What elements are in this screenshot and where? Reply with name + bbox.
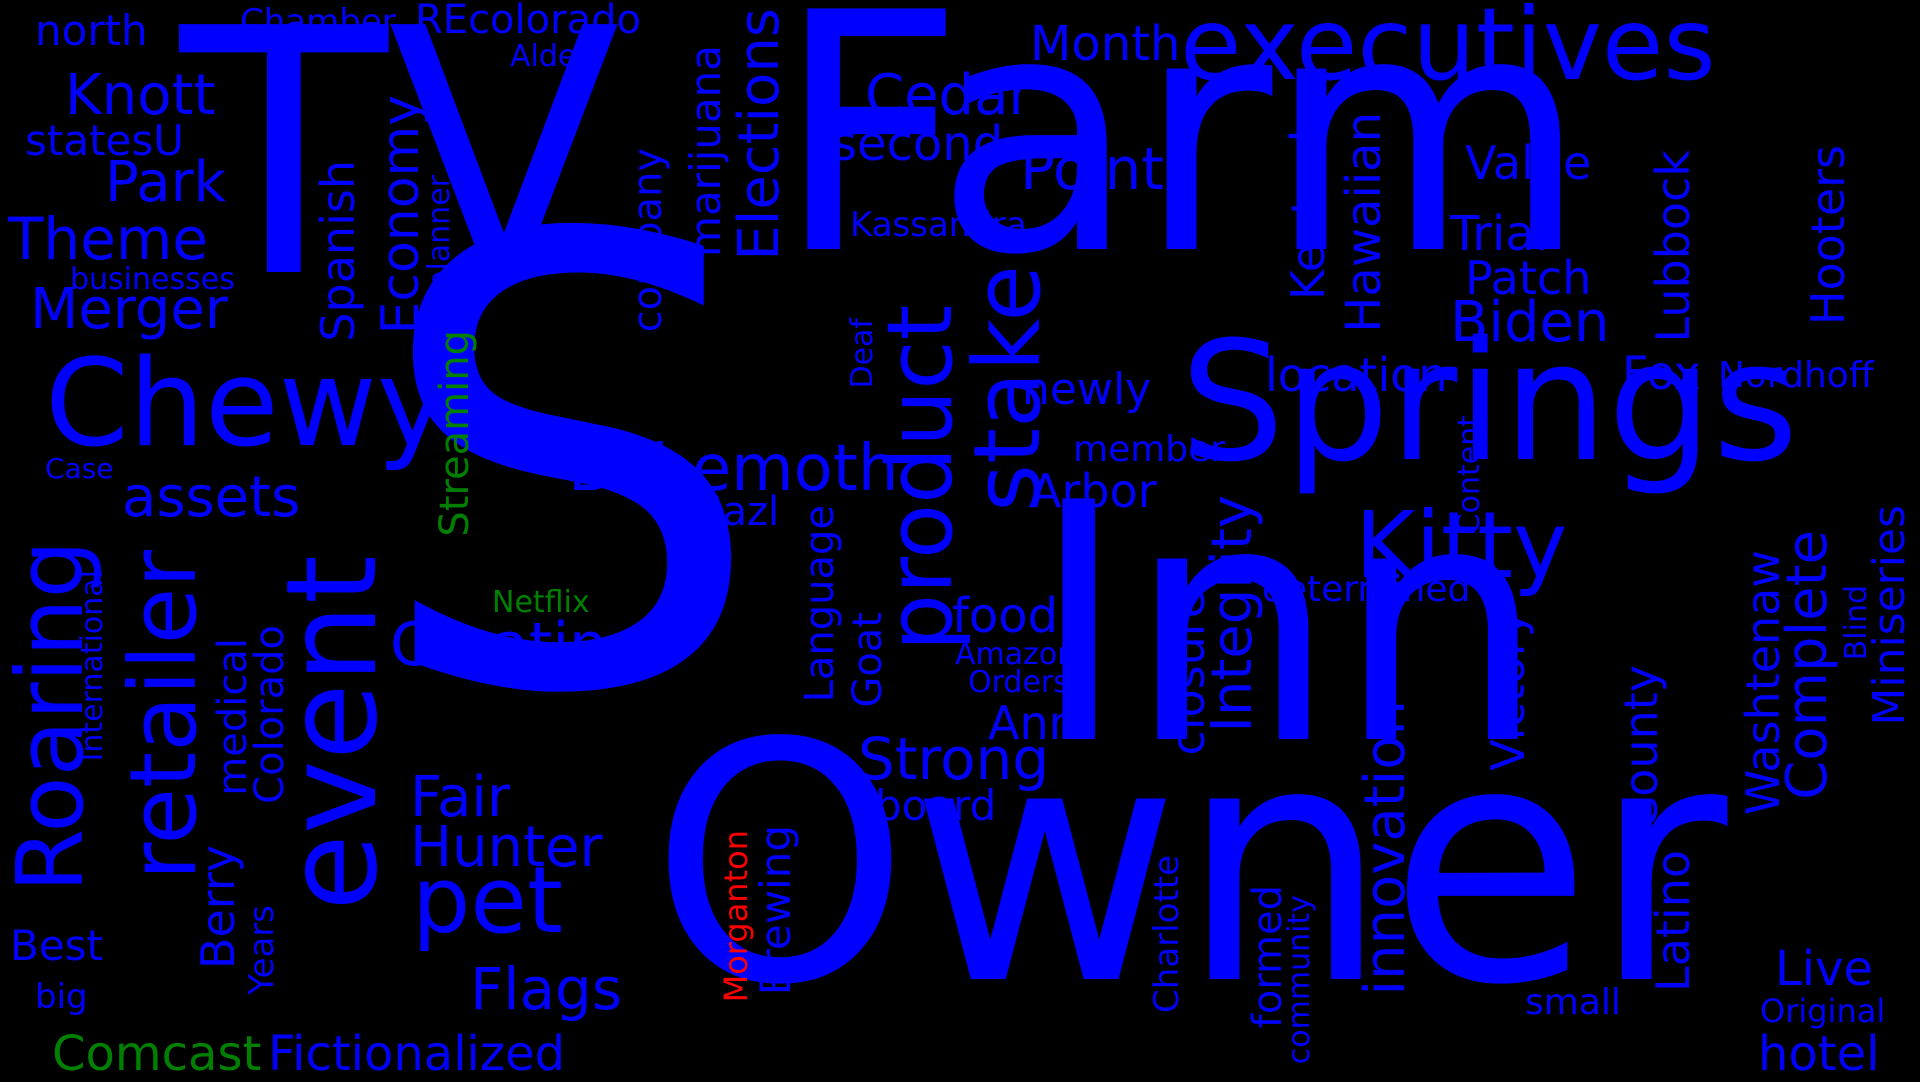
word-best: Best <box>10 921 104 970</box>
word-theme: Theme <box>8 205 209 273</box>
word-tv: TV <box>180 0 621 353</box>
word-statesu: statesU <box>25 116 185 165</box>
word-innovation: innovation <box>1353 700 1418 996</box>
word-fair: Fair <box>410 765 510 830</box>
word-nordhoff: Nordhoff <box>1718 355 1874 396</box>
word-victory: Victory <box>1481 610 1535 771</box>
word-latino: Latino <box>1646 850 1700 992</box>
word-international: International <box>75 570 110 762</box>
word-farm: Farm <box>775 0 1589 327</box>
word-marijuana: marijuana <box>681 45 730 257</box>
word-hunter: Hunter <box>410 815 603 880</box>
word-case: Case <box>45 452 114 485</box>
word-original: Original <box>1760 992 1886 1030</box>
word-years: Years <box>242 905 282 995</box>
word-elections: Elections <box>727 8 792 261</box>
word-morganton: Morganton <box>717 830 755 1003</box>
word-fox: Fox <box>1622 346 1701 400</box>
word-month: Month <box>1030 16 1181 72</box>
word-amazon: Amazon <box>955 637 1077 672</box>
word-merger: Merger <box>30 277 228 342</box>
word-strong: Strong <box>858 725 1050 793</box>
word-kitty: Kitty <box>1355 492 1568 599</box>
word-inn: Inn <box>1030 433 1546 817</box>
word-assets: assets <box>122 465 301 530</box>
word-kassandra: Kassandra <box>850 205 1027 245</box>
word-cedar: Cedar <box>865 63 1032 128</box>
word-executives: executives <box>1180 0 1716 103</box>
word-trial: Trial <box>1450 206 1549 262</box>
word-second: second <box>832 116 1004 172</box>
word-s: S <box>372 109 766 830</box>
word-netflix: Netflix <box>492 585 590 620</box>
word-orders: Orders <box>968 665 1069 700</box>
word-planner: planner <box>422 175 457 290</box>
word-patch: Patch <box>1465 251 1592 305</box>
word-knott: Knott <box>65 63 216 128</box>
word-language: Language <box>797 505 843 703</box>
word-retailer: retailer <box>110 550 217 881</box>
word-chamber: Chamber <box>240 2 396 42</box>
word-community: community <box>1282 895 1317 1065</box>
word-businesses: businesses <box>70 262 235 297</box>
word-content: Content <box>1452 415 1487 535</box>
word-point: Point <box>1020 135 1165 203</box>
word-chewy: Chewy <box>45 335 448 474</box>
word-recolorado: REcolorado <box>415 0 641 43</box>
word-mazl: Mazl <box>688 489 780 535</box>
word-integrity: Integrity <box>1200 495 1265 733</box>
word-company: company <box>625 148 671 333</box>
word-location: location <box>1265 348 1448 402</box>
word-springs: Springs <box>1180 306 1799 498</box>
word-flags: Flags <box>470 955 623 1023</box>
word-lubbock: Lubbock <box>1646 150 1700 343</box>
word-board: board <box>875 781 997 830</box>
word-small: small <box>1525 982 1621 1023</box>
word-hotel: hotel <box>1758 1026 1880 1082</box>
word-park: Park <box>105 150 227 215</box>
word-pet: pet <box>412 847 564 954</box>
word-ann: Ann <box>988 696 1078 750</box>
word-berry: Berry <box>191 845 245 970</box>
word-owner: Owner <box>650 673 1728 1057</box>
word-spanish: Spanish <box>311 160 365 342</box>
word-miniseries: Miniseries <box>1864 505 1915 726</box>
word-county: County <box>1614 665 1668 829</box>
word-creating: Creating <box>390 610 646 680</box>
word-hawaiian: Hawaiian <box>1336 112 1392 333</box>
word-colorado: Colorado <box>247 625 293 804</box>
word-food: food <box>952 588 1059 644</box>
word-charlotte: Charlotte <box>1147 855 1187 1013</box>
word-biden: Biden <box>1450 290 1610 355</box>
word-behemoth: Behemoth <box>568 432 899 506</box>
word-complete: Complete <box>1775 530 1840 800</box>
word-value: Value <box>1465 136 1592 190</box>
word-economy: Economy <box>371 95 431 335</box>
word-live: Live <box>1775 941 1874 997</box>
word-brewing: Brewing <box>751 825 800 996</box>
word-streaming: Streaming <box>432 330 478 537</box>
word-big: big <box>35 977 88 1017</box>
word-kentucky: Kentucky <box>1281 90 1335 301</box>
word-comcast: Comcast <box>52 1026 262 1082</box>
word-deaf: Deaf <box>845 318 880 389</box>
word-north: north <box>35 6 148 55</box>
word-fictionalized: Fictionalized <box>268 1026 566 1082</box>
word-alder: Alder <box>510 39 589 74</box>
word-determined: determined <box>1262 569 1471 610</box>
word-hooters: Hooters <box>1801 145 1855 326</box>
word-arbor: Arbor <box>1030 464 1157 518</box>
word-goat: Goat <box>845 612 891 708</box>
word-newly: newly <box>1022 364 1152 415</box>
word-member: member <box>1073 429 1226 470</box>
